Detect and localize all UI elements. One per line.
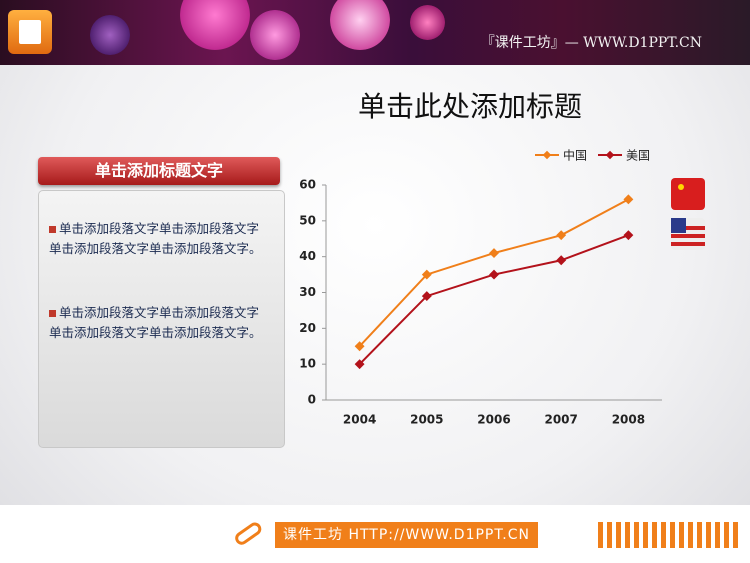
y-tick-label: 60 [299,178,316,192]
logo [8,10,52,54]
point [623,194,634,205]
legend-label: 美国 [626,149,650,163]
x-tick-label: 2004 [343,413,376,427]
chart: 0 10 20 30 40 50 60 2004 2005 2006 2007 2008 中国 美国 [299,148,705,427]
y-tick-label: 0 [308,393,316,407]
y-tick-label: 30 [299,285,316,299]
x-tick-label: 2008 [612,413,645,427]
point [421,291,432,302]
slide-title: 单击此处添加标题 [357,90,582,123]
y-tick-label: 20 [299,321,316,335]
point [623,230,634,241]
legend-label: 中国 [563,148,587,163]
panel-heading: 单击添加标题文字 [38,157,280,185]
stripes [598,522,738,548]
bokeh [250,10,300,60]
point [354,341,365,352]
y-tick-label: 10 [299,357,316,371]
point [556,230,567,241]
point [489,248,499,259]
x-tick-label: 2006 [477,413,510,427]
x-tick-label: 2005 [410,413,443,427]
footer-text: 课件工坊 HTTP://WWW.D1PPT.CN [275,522,538,548]
point [489,269,499,280]
panel: 单击添加段落文字单击添加段落文字单击添加段落文字单击添加段落文字。 单击添加段落… [38,190,285,448]
legend-marker [605,150,615,160]
paragraph: 单击添加段落文字单击添加段落文字单击添加段落文字单击添加段落文字。 [49,303,271,343]
legend-marker [542,150,552,160]
pencil-icon [235,522,262,545]
y-tick-label: 40 [299,249,316,263]
point [354,359,365,370]
site-text: 『课件工坊』— WWW.D1PPT.CN [480,35,702,51]
point [421,269,432,280]
flag-china [671,178,705,210]
bokeh [90,15,130,55]
bokeh [410,5,445,40]
x-tick-label: 2007 [544,413,577,427]
paragraph: 单击添加段落文字单击添加段落文字单击添加段落文字单击添加段落文字。 [49,219,271,259]
footer: 课件工坊 HTTP://WWW.D1PPT.CN [0,505,750,563]
bokeh [330,0,390,50]
banner [0,0,750,65]
y-tick-label: 50 [299,213,316,227]
point [556,255,567,266]
flag-usa [671,218,705,250]
